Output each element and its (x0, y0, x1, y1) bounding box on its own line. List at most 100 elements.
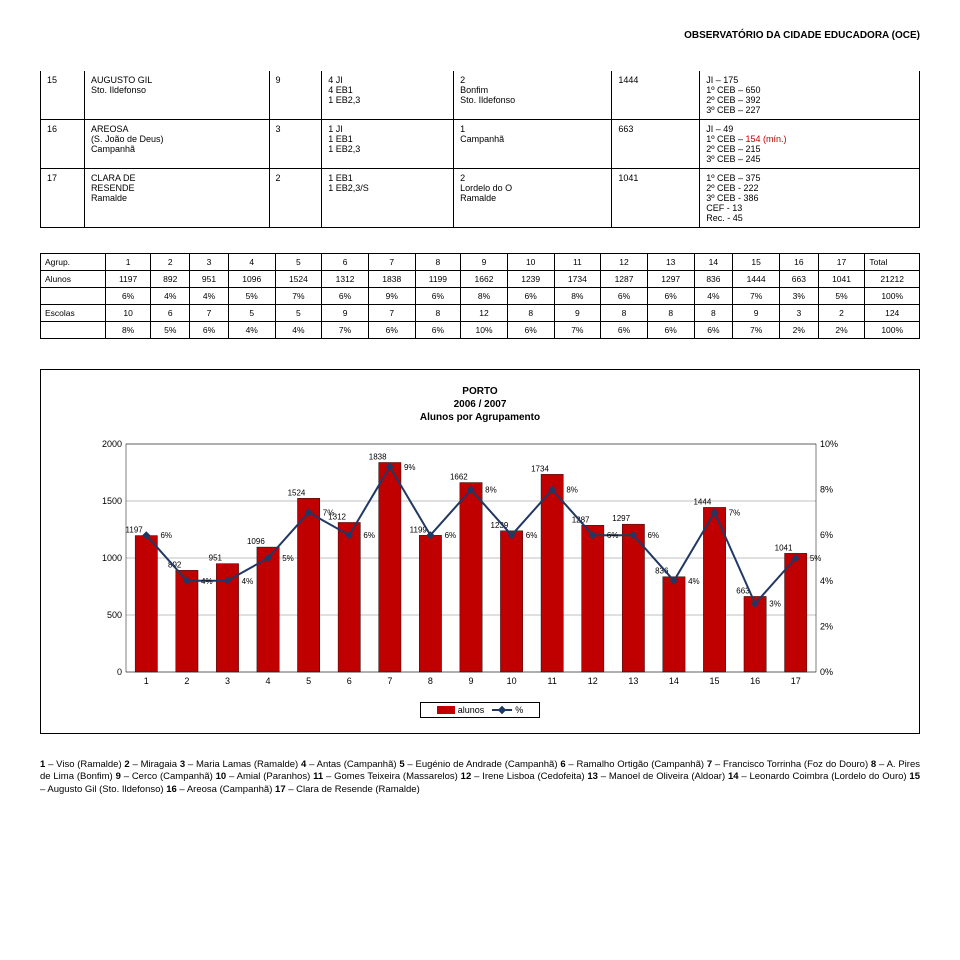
svg-text:5%: 5% (810, 554, 822, 563)
table-cell: AREOSA (S. João de Deus) Campanhã (84, 120, 269, 169)
svg-text:17: 17 (791, 676, 801, 686)
table-cell: 1041 (818, 271, 865, 288)
table-cell: 12 (461, 305, 508, 322)
table-cell: 2% (818, 322, 865, 339)
svg-text:6%: 6% (607, 531, 619, 540)
table-cell: 6% (601, 322, 648, 339)
page-header: OBSERVATÓRIO DA CIDADE EDUCADORA (OCE) (40, 30, 920, 41)
svg-text:12: 12 (588, 676, 598, 686)
table-cell: 1297 (647, 271, 694, 288)
chart-title: PORTO2006 / 2007Alunos por Agrupamento (86, 385, 874, 424)
table-cell: 1199 (415, 271, 461, 288)
svg-text:6: 6 (347, 676, 352, 686)
bar-line-chart: 05001000150020000%2%4%6%8%10%11978929511… (86, 434, 856, 694)
svg-text:7%: 7% (729, 508, 741, 517)
table-cell: 8 (694, 305, 733, 322)
table-cell: 6% (105, 288, 151, 305)
table-cell: 2 (269, 169, 322, 228)
table-cell: AUGUSTO GIL Sto. Ildefonso (84, 71, 269, 120)
table-header: 17 (818, 254, 865, 271)
table-cell: 1444 (733, 271, 780, 288)
svg-text:1734: 1734 (531, 464, 549, 473)
table-cell: 2 Lordelo do O Ramalde (454, 169, 612, 228)
svg-text:9%: 9% (404, 463, 416, 472)
table-cell: 7% (322, 322, 369, 339)
table-cell: 951 (190, 271, 229, 288)
table-cell: 7 (368, 305, 415, 322)
table-cell: 4% (151, 288, 190, 305)
table-header: 14 (694, 254, 733, 271)
table-cell: 4% (694, 288, 733, 305)
svg-text:10: 10 (507, 676, 517, 686)
table-cell: JI – 491º CEB – 154 (mín.)2º CEB – 2153º… (700, 120, 920, 169)
table-cell: 6% (507, 322, 554, 339)
table-header: 16 (779, 254, 818, 271)
table-cell: 1041 (612, 169, 700, 228)
table-cell: 3 (779, 305, 818, 322)
svg-text:7%: 7% (323, 508, 335, 517)
table-cell: JI – 175 1º CEB – 650 2º CEB – 392 3º CE… (700, 71, 920, 120)
table-cell: 8 (647, 305, 694, 322)
table-cell: 6% (190, 322, 229, 339)
table-cell: 5 (275, 305, 322, 322)
svg-text:16: 16 (750, 676, 760, 686)
table-cell: 9 (554, 305, 601, 322)
table-cell: 1096 (228, 271, 275, 288)
table-cell: 6% (415, 288, 461, 305)
table-cell: CLARA DE RESENDE Ramalde (84, 169, 269, 228)
svg-text:951: 951 (209, 554, 223, 563)
table-cell: 8% (461, 288, 508, 305)
table-cell: 10% (461, 322, 508, 339)
svg-text:1500: 1500 (102, 496, 122, 506)
table-cell: 3% (779, 288, 818, 305)
table-cell: 2 (818, 305, 865, 322)
svg-text:2: 2 (184, 676, 189, 686)
chart-legend: alunos % (420, 702, 540, 718)
table-cell: 5 (228, 305, 275, 322)
table-cell: 124 (865, 305, 920, 322)
table-cell: 1 JI 1 EB1 1 EB2,3 (322, 120, 454, 169)
table-cell: 6% (601, 288, 648, 305)
table-cell: 7% (733, 322, 780, 339)
table-cell: 9 (322, 305, 369, 322)
table-cell: 6% (415, 322, 461, 339)
table-header: 15 (733, 254, 780, 271)
svg-text:6%: 6% (363, 531, 375, 540)
table-cell: 100% (865, 322, 920, 339)
table-cell: 21212 (865, 271, 920, 288)
svg-text:4: 4 (266, 676, 271, 686)
table-cell: 6% (647, 322, 694, 339)
table-header: 5 (275, 254, 322, 271)
svg-text:1: 1 (144, 676, 149, 686)
legend-bar-label: alunos (458, 705, 485, 715)
table-cell: 8 (601, 305, 648, 322)
table-cell: 4% (275, 322, 322, 339)
table-cell: 7% (554, 322, 601, 339)
table-cell: 1444 (612, 71, 700, 120)
svg-text:5%: 5% (282, 554, 294, 563)
svg-text:9: 9 (468, 676, 473, 686)
svg-text:8: 8 (428, 676, 433, 686)
table-cell: 1287 (601, 271, 648, 288)
svg-text:1838: 1838 (369, 452, 387, 461)
svg-text:1096: 1096 (247, 537, 265, 546)
summary-table: Agrup.1234567891011121314151617Total Alu… (40, 253, 920, 339)
table-cell: 6% (368, 322, 415, 339)
table-cell: 3 (269, 120, 322, 169)
table-cell: Alunos (41, 271, 106, 288)
table-header: 12 (601, 254, 648, 271)
svg-text:0%: 0% (820, 667, 833, 677)
svg-text:6%: 6% (648, 531, 660, 540)
table-cell (41, 322, 106, 339)
svg-text:6%: 6% (160, 531, 172, 540)
table-header: Agrup. (41, 254, 106, 271)
table-cell: Escolas (41, 305, 106, 322)
table-cell: 6% (647, 288, 694, 305)
svg-text:5: 5 (306, 676, 311, 686)
table-cell: 7% (275, 288, 322, 305)
table-cell: 1197 (105, 271, 151, 288)
table-header: 10 (507, 254, 554, 271)
table-cell: 663 (779, 271, 818, 288)
table-header: 11 (554, 254, 601, 271)
svg-text:1197: 1197 (126, 526, 144, 535)
